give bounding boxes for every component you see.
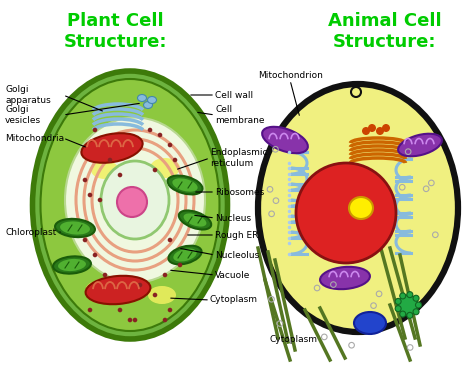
Text: Cytoplasm: Cytoplasm bbox=[210, 296, 258, 305]
Ellipse shape bbox=[147, 97, 156, 104]
Circle shape bbox=[400, 293, 406, 299]
Ellipse shape bbox=[148, 286, 176, 304]
Ellipse shape bbox=[320, 267, 370, 289]
Text: Endoplasmic
reticulum: Endoplasmic reticulum bbox=[210, 148, 267, 168]
Circle shape bbox=[178, 263, 182, 267]
Circle shape bbox=[108, 158, 112, 162]
Circle shape bbox=[118, 173, 122, 177]
Text: Mitochondria: Mitochondria bbox=[5, 134, 64, 142]
Circle shape bbox=[88, 193, 92, 197]
Circle shape bbox=[118, 308, 122, 312]
Ellipse shape bbox=[296, 163, 396, 263]
Text: Plant Cell
Structure:: Plant Cell Structure: bbox=[63, 12, 167, 51]
Ellipse shape bbox=[349, 197, 373, 219]
Text: Nucleus: Nucleus bbox=[215, 213, 251, 222]
Circle shape bbox=[407, 292, 413, 297]
Circle shape bbox=[163, 273, 167, 277]
Text: Animal Cell
Structure:: Animal Cell Structure: bbox=[328, 12, 442, 51]
Circle shape bbox=[395, 299, 401, 305]
Circle shape bbox=[168, 238, 173, 242]
Circle shape bbox=[98, 198, 102, 202]
Ellipse shape bbox=[173, 248, 197, 262]
Ellipse shape bbox=[258, 84, 458, 332]
Circle shape bbox=[153, 293, 157, 297]
Circle shape bbox=[148, 128, 152, 132]
Text: Chloroplast: Chloroplast bbox=[5, 228, 56, 236]
Circle shape bbox=[376, 127, 384, 135]
Circle shape bbox=[93, 253, 97, 257]
Circle shape bbox=[400, 311, 406, 317]
Ellipse shape bbox=[58, 259, 86, 271]
Ellipse shape bbox=[354, 312, 386, 334]
Circle shape bbox=[163, 318, 167, 322]
Circle shape bbox=[368, 124, 376, 132]
Ellipse shape bbox=[85, 281, 110, 299]
Text: Cell wall: Cell wall bbox=[215, 91, 253, 100]
Circle shape bbox=[88, 308, 92, 312]
Ellipse shape bbox=[173, 178, 198, 192]
Circle shape bbox=[133, 318, 137, 322]
Ellipse shape bbox=[117, 187, 147, 217]
Text: Golgi
vesicles: Golgi vesicles bbox=[5, 105, 41, 125]
Circle shape bbox=[407, 312, 413, 318]
Circle shape bbox=[362, 127, 370, 135]
Circle shape bbox=[138, 283, 142, 287]
Circle shape bbox=[173, 158, 177, 162]
Circle shape bbox=[103, 273, 107, 277]
Circle shape bbox=[153, 168, 157, 172]
Text: Ribosomes: Ribosomes bbox=[215, 188, 264, 196]
Ellipse shape bbox=[137, 94, 146, 101]
Circle shape bbox=[128, 318, 132, 322]
Circle shape bbox=[395, 306, 401, 312]
Text: Rough ER: Rough ER bbox=[215, 231, 258, 239]
Ellipse shape bbox=[82, 133, 143, 163]
Text: Golgi
apparatus: Golgi apparatus bbox=[5, 85, 51, 105]
Text: Vacuole: Vacuole bbox=[215, 270, 250, 279]
Circle shape bbox=[416, 302, 421, 308]
Ellipse shape bbox=[53, 256, 91, 274]
Ellipse shape bbox=[40, 79, 219, 331]
Ellipse shape bbox=[101, 161, 169, 239]
Ellipse shape bbox=[60, 221, 90, 235]
Circle shape bbox=[413, 295, 419, 301]
Ellipse shape bbox=[168, 246, 201, 264]
Circle shape bbox=[398, 295, 418, 315]
Ellipse shape bbox=[398, 134, 442, 156]
Circle shape bbox=[382, 124, 390, 132]
Circle shape bbox=[93, 128, 97, 132]
Text: Nucleolus: Nucleolus bbox=[215, 250, 259, 259]
Circle shape bbox=[413, 309, 419, 315]
Circle shape bbox=[158, 133, 162, 137]
Circle shape bbox=[168, 143, 173, 147]
Ellipse shape bbox=[65, 118, 205, 283]
Ellipse shape bbox=[55, 219, 95, 237]
Ellipse shape bbox=[262, 127, 308, 153]
Ellipse shape bbox=[144, 101, 153, 108]
Ellipse shape bbox=[86, 276, 150, 304]
Ellipse shape bbox=[179, 211, 211, 229]
Text: Cell
membrane: Cell membrane bbox=[215, 105, 264, 125]
Circle shape bbox=[82, 238, 87, 242]
Text: Cytoplasm: Cytoplasm bbox=[270, 336, 318, 344]
Ellipse shape bbox=[91, 161, 119, 179]
Circle shape bbox=[168, 308, 173, 312]
Circle shape bbox=[82, 178, 87, 182]
Ellipse shape bbox=[183, 213, 207, 226]
Ellipse shape bbox=[167, 175, 202, 195]
Ellipse shape bbox=[150, 158, 180, 178]
Text: Mitochondrion: Mitochondrion bbox=[258, 71, 323, 80]
Ellipse shape bbox=[33, 71, 228, 339]
